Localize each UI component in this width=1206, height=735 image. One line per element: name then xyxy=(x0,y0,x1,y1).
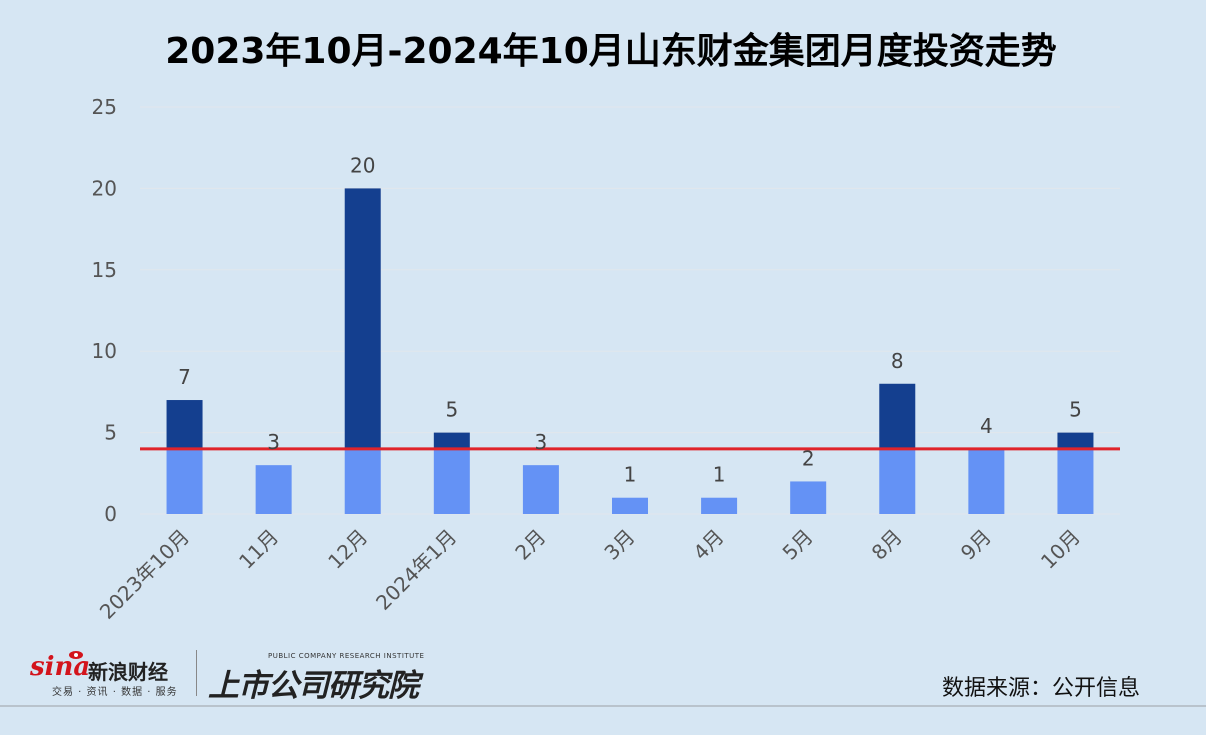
bar xyxy=(255,465,292,514)
sina-brand-name: 新浪财经 xyxy=(88,660,168,684)
bar xyxy=(612,497,648,514)
footer-divider xyxy=(0,705,1206,707)
x-tick-label: 10月 xyxy=(1036,525,1085,574)
data-label: 3 xyxy=(267,430,280,454)
bar xyxy=(433,448,470,514)
bar xyxy=(879,448,916,514)
y-tick-label: 5 xyxy=(104,421,117,445)
bar-above-reference xyxy=(1057,432,1094,449)
data-label: 3 xyxy=(535,430,548,454)
x-tick-label: 2023年10月 xyxy=(95,525,194,624)
institute-logo: PUBLIC COMPANY RESEARCH INSTITUTE 上市公司研究… xyxy=(208,652,428,704)
data-label: 20 xyxy=(350,153,375,177)
bar-above-reference xyxy=(879,383,916,449)
bar-above-reference xyxy=(166,400,203,449)
data-label: 1 xyxy=(624,463,637,487)
data-label: 8 xyxy=(891,349,904,373)
y-axis-ticks: 0 5 10 15 20 25 xyxy=(92,95,117,526)
institute-english-name: PUBLIC COMPANY RESEARCH INSTITUTE xyxy=(268,652,425,660)
data-label: 4 xyxy=(980,414,993,438)
x-tick-label: 8月 xyxy=(867,525,907,565)
data-label: 5 xyxy=(445,398,458,422)
x-tick-label: 11月 xyxy=(234,525,283,574)
x-tick-label: 2月 xyxy=(510,525,550,565)
sina-eye-icon xyxy=(69,651,83,659)
bar xyxy=(1057,448,1094,514)
x-tick-label: 5月 xyxy=(778,525,818,565)
data-label: 1 xyxy=(713,463,726,487)
bars xyxy=(166,188,1094,514)
bar xyxy=(790,481,827,514)
x-tick-label: 12月 xyxy=(323,525,372,574)
chart-title: 2023年10月-2024年10月山东财金集团月度投资走势 xyxy=(165,31,1057,72)
data-label: 2 xyxy=(802,446,815,470)
x-tick-label: 9月 xyxy=(956,525,996,565)
sina-finance-logo: sina 新浪财经 交易 · 资讯 · 数据 · 服务 xyxy=(30,650,205,700)
y-tick-label: 20 xyxy=(92,176,117,200)
logo-divider xyxy=(196,650,197,696)
data-label: 5 xyxy=(1069,398,1082,422)
y-tick-label: 25 xyxy=(92,95,117,119)
bar xyxy=(701,497,738,514)
bar-above-reference xyxy=(433,432,470,449)
bar xyxy=(522,465,559,514)
gridlines xyxy=(140,106,1120,515)
bar xyxy=(166,448,203,514)
x-tick-label: 3月 xyxy=(599,525,639,565)
x-tick-label: 2024年1月 xyxy=(371,525,461,615)
bar xyxy=(968,448,1005,514)
bar xyxy=(344,448,381,514)
institute-chinese-name: 上市公司研究院 xyxy=(208,668,419,704)
y-tick-label: 15 xyxy=(92,258,117,282)
y-tick-label: 0 xyxy=(104,502,117,526)
x-tick-label: 4月 xyxy=(689,525,729,565)
data-source: 数据来源：公开信息 xyxy=(941,676,1140,701)
bar-above-reference xyxy=(344,188,381,449)
sina-tagline: 交易 · 资讯 · 数据 · 服务 xyxy=(52,687,178,698)
y-tick-label: 10 xyxy=(92,339,117,363)
data-label: 7 xyxy=(178,365,191,389)
